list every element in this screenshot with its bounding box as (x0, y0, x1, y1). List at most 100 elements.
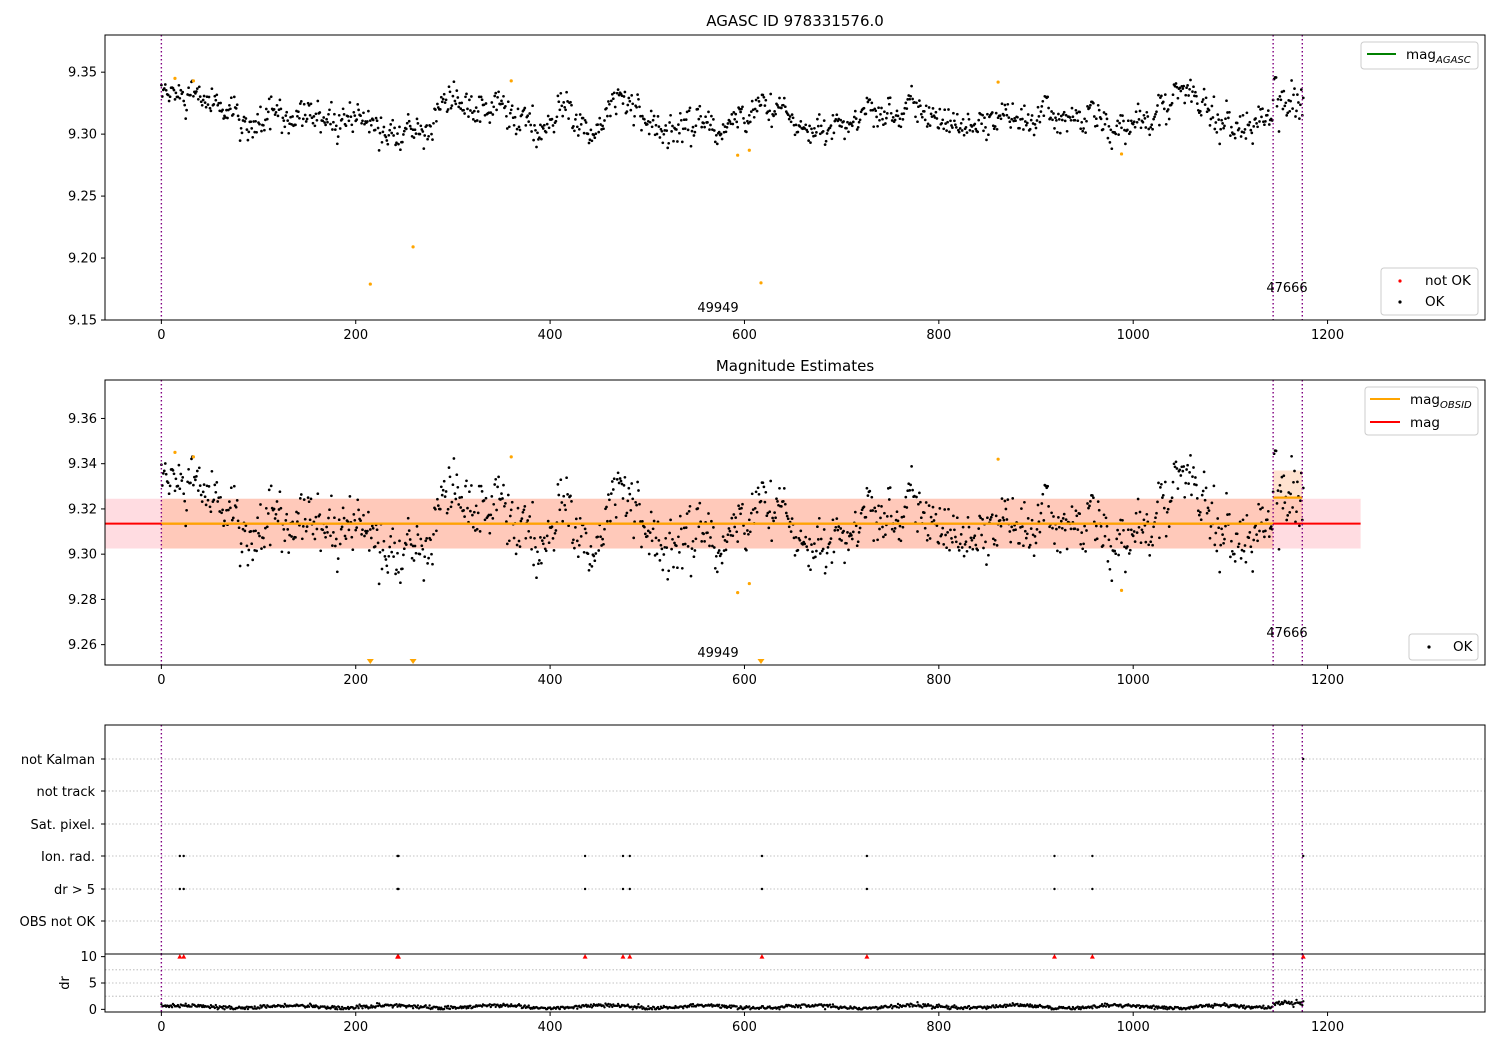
data-point-ok (813, 126, 816, 130)
data-point-ok (1237, 542, 1241, 546)
dr-point (1211, 1006, 1215, 1009)
dr-point (1016, 1002, 1019, 1006)
data-point-ok (668, 531, 671, 535)
data-point-ok (876, 538, 879, 542)
dr-point (729, 1006, 733, 1010)
data-point-ok (655, 552, 659, 556)
data-point-ok (1026, 517, 1030, 520)
data-point-ok (462, 509, 465, 512)
data-point-ok (1129, 528, 1133, 532)
data-point-ok (566, 493, 569, 496)
data-point-ok (424, 539, 428, 543)
data-point-ok (927, 106, 931, 109)
dr-point (591, 1004, 595, 1008)
dr-point (1100, 1003, 1104, 1006)
data-point-ok (210, 87, 214, 91)
data-point-ok (1096, 500, 1100, 503)
data-point-ok (192, 483, 195, 487)
data-point-ok (1161, 496, 1164, 499)
data-point-ok (672, 565, 675, 569)
data-point-ok (847, 548, 850, 552)
data-point-ok (450, 500, 454, 504)
data-point-ok (1202, 87, 1206, 91)
data-point-ok (404, 543, 408, 546)
dr-point (1241, 1006, 1245, 1009)
data-point-ok (1080, 120, 1084, 124)
dr-point (246, 1007, 250, 1011)
data-point-ok (806, 548, 809, 552)
data-point-ok (1108, 141, 1112, 144)
dr-point (1104, 1005, 1108, 1008)
panel2-ytick-label: 9.26 (68, 638, 97, 653)
dr-point (646, 1008, 649, 1011)
data-point-ok (449, 505, 453, 509)
data-point-ok (353, 114, 357, 117)
data-point-ok (551, 124, 555, 127)
data-point-ok (504, 104, 507, 108)
data-point-ok (376, 126, 380, 130)
data-point-ok (1289, 99, 1292, 103)
data-point-ok (713, 140, 717, 144)
data-point-ok (622, 484, 626, 487)
data-point-ok (1205, 511, 1209, 515)
panel2-xtick-label: 200 (343, 673, 368, 688)
data-point-ok (309, 497, 313, 501)
data-point-outlier (509, 79, 513, 83)
data-point-ok (615, 91, 619, 95)
data-point-ok (333, 516, 336, 520)
dr-point (548, 1006, 552, 1009)
data-point-ok (1134, 110, 1138, 114)
data-point-ok (456, 96, 460, 99)
data-point-ok (733, 117, 737, 121)
data-point-ok (303, 517, 307, 521)
data-point-ok (953, 528, 956, 532)
data-point-ok (290, 535, 293, 538)
data-point-ok (666, 577, 670, 581)
data-point-ok (731, 122, 735, 126)
data-point-ok (994, 514, 998, 518)
data-point-ok (1142, 518, 1146, 522)
data-point-ok (1227, 116, 1230, 120)
data-point-ok (386, 142, 390, 146)
data-point-ok (736, 125, 740, 129)
data-point-ok (1285, 114, 1289, 117)
data-point-ok (376, 541, 380, 545)
data-point-ok (1176, 96, 1180, 100)
data-point-ok (229, 506, 232, 510)
data-point-ok (784, 511, 788, 515)
data-point-ok (213, 94, 217, 98)
data-point-ok (831, 518, 835, 522)
data-point-ok (509, 108, 513, 112)
data-point-ok (1157, 93, 1160, 97)
data-point-ok (654, 536, 658, 540)
data-point-ok (436, 102, 439, 106)
data-point-ok (703, 540, 706, 543)
data-point-ok (1195, 497, 1199, 500)
data-point-ok (274, 512, 278, 516)
data-point-ok (920, 115, 924, 119)
data-point-ok (1230, 549, 1234, 553)
data-point-ok (176, 95, 180, 99)
data-point-ok (469, 509, 472, 513)
data-point-ok (1032, 554, 1036, 558)
data-point-ok (1201, 489, 1205, 493)
dr-point (469, 1004, 472, 1007)
data-point-ok (254, 529, 257, 533)
data-point-ok (1057, 525, 1061, 529)
data-point-ok (789, 120, 793, 124)
data-point-ok (488, 121, 492, 124)
data-point-ok (1274, 449, 1278, 453)
data-point-ok (825, 132, 829, 135)
data-point-ok (857, 531, 861, 534)
dr-point (640, 1005, 643, 1008)
data-point-ok (470, 95, 473, 98)
data-point-ok (859, 511, 863, 515)
data-point-ok (804, 123, 808, 127)
data-point-ok (964, 540, 968, 544)
data-point-ok (1292, 480, 1295, 484)
dr-point (682, 1007, 685, 1010)
data-point-ok (523, 505, 527, 508)
data-point-ok (807, 564, 810, 568)
data-point-ok (1068, 116, 1072, 119)
data-point-ok (761, 481, 765, 485)
